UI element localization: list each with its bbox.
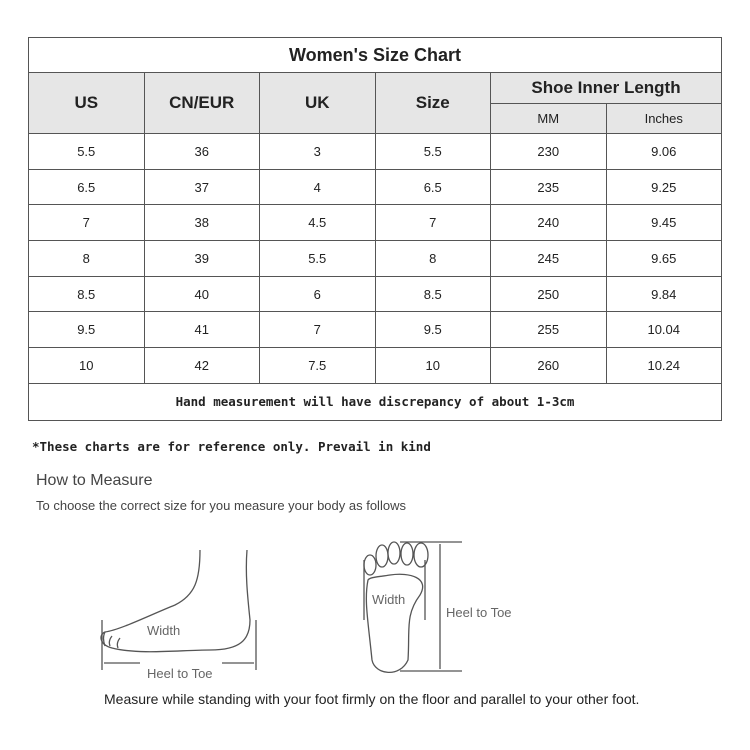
table-cell: 8.5 xyxy=(28,275,145,313)
table-cell: 9.06 xyxy=(605,133,722,170)
header-cn-eur: CN/EUR xyxy=(143,72,260,134)
table-cell: 5.5 xyxy=(374,133,491,170)
table-cell: 6.5 xyxy=(28,168,145,206)
side-length-label: Heel to Toe xyxy=(147,666,213,681)
table-cell: 7 xyxy=(28,204,145,242)
measurement-note: Hand measurement will have discrepancy o… xyxy=(28,382,722,421)
table-row: 9.5 41 7 9.5 255 10.04 xyxy=(28,311,722,349)
table-cell: 245 xyxy=(490,240,607,277)
side-width-label: Width xyxy=(147,623,180,638)
table-cell: 9.5 xyxy=(28,311,145,349)
table-cell: 235 xyxy=(490,168,607,206)
table-cell: 40 xyxy=(143,275,260,313)
table-cell: 7.5 xyxy=(259,347,376,384)
header-inner-length: Shoe Inner Length xyxy=(490,72,722,104)
sole-length-label: Heel to Toe xyxy=(446,605,512,620)
table-cell: 9.84 xyxy=(605,275,722,313)
table-cell: 4.5 xyxy=(259,204,376,242)
table-row: 6.5 37 4 6.5 235 9.25 xyxy=(28,168,722,206)
table-cell: 10 xyxy=(374,347,491,384)
table-cell: 9.65 xyxy=(605,240,722,277)
chart-title: Women's Size Chart xyxy=(28,37,722,73)
table-cell: 240 xyxy=(490,204,607,242)
table-cell: 37 xyxy=(143,168,260,206)
table-cell: 250 xyxy=(490,275,607,313)
table-cell: 38 xyxy=(143,204,260,242)
how-to-measure-title: How to Measure xyxy=(36,472,153,489)
table-cell: 3 xyxy=(259,133,376,170)
reference-note: *These charts are for reference only. Pr… xyxy=(32,439,431,454)
table-cell: 41 xyxy=(143,311,260,349)
table-cell: 39 xyxy=(143,240,260,277)
sole-foot-drawing xyxy=(363,541,462,674)
table-cell: 6 xyxy=(259,275,376,313)
table-cell: 9.5 xyxy=(374,311,491,349)
table-row: 10 42 7.5 10 260 10.24 xyxy=(28,347,722,384)
table-cell: 230 xyxy=(490,133,607,170)
table-cell: 10 xyxy=(28,347,145,384)
table-cell: 260 xyxy=(490,347,607,384)
table-cell: 9.45 xyxy=(605,204,722,242)
table-cell: 10.24 xyxy=(605,347,722,384)
how-to-measure-subtitle: To choose the correct size for you measu… xyxy=(36,498,406,513)
header-size: Size xyxy=(374,72,491,134)
header-inches: Inches xyxy=(605,103,722,134)
table-cell: 8 xyxy=(374,240,491,277)
table-cell: 7 xyxy=(374,204,491,242)
table-cell: 42 xyxy=(143,347,260,384)
table-cell: 8 xyxy=(28,240,145,277)
header-us: US xyxy=(28,72,145,134)
table-row: 5.5 36 3 5.5 230 9.06 xyxy=(28,133,722,170)
table-cell: 36 xyxy=(143,133,260,170)
table-row: 8 39 5.5 8 245 9.65 xyxy=(28,240,722,277)
table-cell: 10.04 xyxy=(605,311,722,349)
foot-measure-illustration: Width Heel to Toe Width Heel to Toe xyxy=(100,541,512,681)
table-cell: 5.5 xyxy=(259,240,376,277)
table-row: 7 38 4.5 7 240 9.45 xyxy=(28,204,722,242)
table-cell: 8.5 xyxy=(374,275,491,313)
table-cell: 5.5 xyxy=(28,133,145,170)
table-row: 8.5 40 6 8.5 250 9.84 xyxy=(28,275,722,313)
table-cell: 7 xyxy=(259,311,376,349)
table-cell: 255 xyxy=(490,311,607,349)
table-cell: 6.5 xyxy=(374,168,491,206)
size-chart-table: Women's Size Chart US CN/EUR UK Size Sho… xyxy=(28,37,722,421)
header-mm: MM xyxy=(490,103,607,134)
table-cell: 4 xyxy=(259,168,376,206)
table-cell: 9.25 xyxy=(605,168,722,206)
header-uk: UK xyxy=(259,72,376,134)
measure-instruction: Measure while standing with your foot fi… xyxy=(104,691,640,707)
side-foot-drawing xyxy=(100,549,257,670)
sole-width-label: Width xyxy=(372,592,405,607)
